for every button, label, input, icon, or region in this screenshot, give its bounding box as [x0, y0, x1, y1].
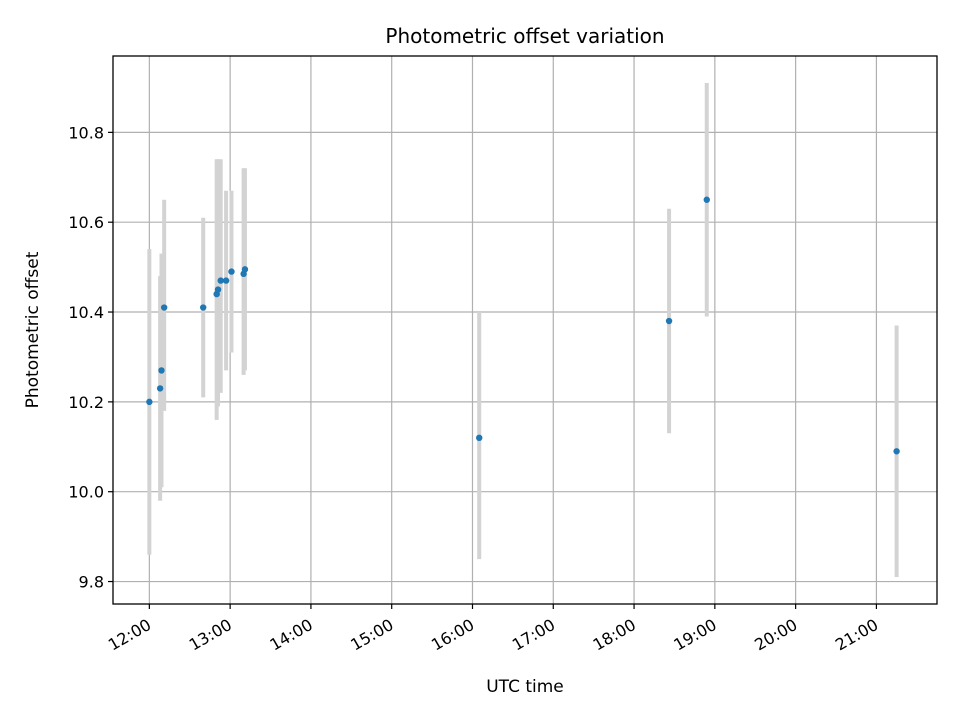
data-points [146, 196, 900, 455]
x-axis-label: UTC time [486, 677, 564, 697]
chart-title: Photometric offset variation [385, 24, 664, 48]
grid [113, 56, 937, 604]
data-point [156, 385, 164, 392]
y-tick-label: 10.6 [68, 213, 104, 232]
y-tick-label: 10.8 [68, 123, 104, 142]
data-point [146, 398, 153, 406]
data-point [160, 304, 168, 311]
data-point [476, 434, 483, 442]
y-tick-label: 10.0 [68, 483, 104, 502]
y-axis-label: Photometric offset [23, 251, 43, 408]
data-point [214, 286, 222, 293]
data-point [665, 317, 673, 325]
y-tick-label: 10.4 [68, 303, 104, 322]
data-point [200, 304, 207, 311]
data-point [241, 266, 249, 273]
data-point [217, 277, 224, 284]
data-point [703, 196, 710, 203]
y-tick-label: 10.2 [68, 393, 104, 412]
data-point [893, 448, 900, 455]
plot-frame [112, 55, 938, 605]
data-point [222, 277, 230, 284]
data-point [228, 268, 235, 275]
y-tick-label: 9.8 [79, 573, 104, 592]
data-point [158, 367, 165, 374]
